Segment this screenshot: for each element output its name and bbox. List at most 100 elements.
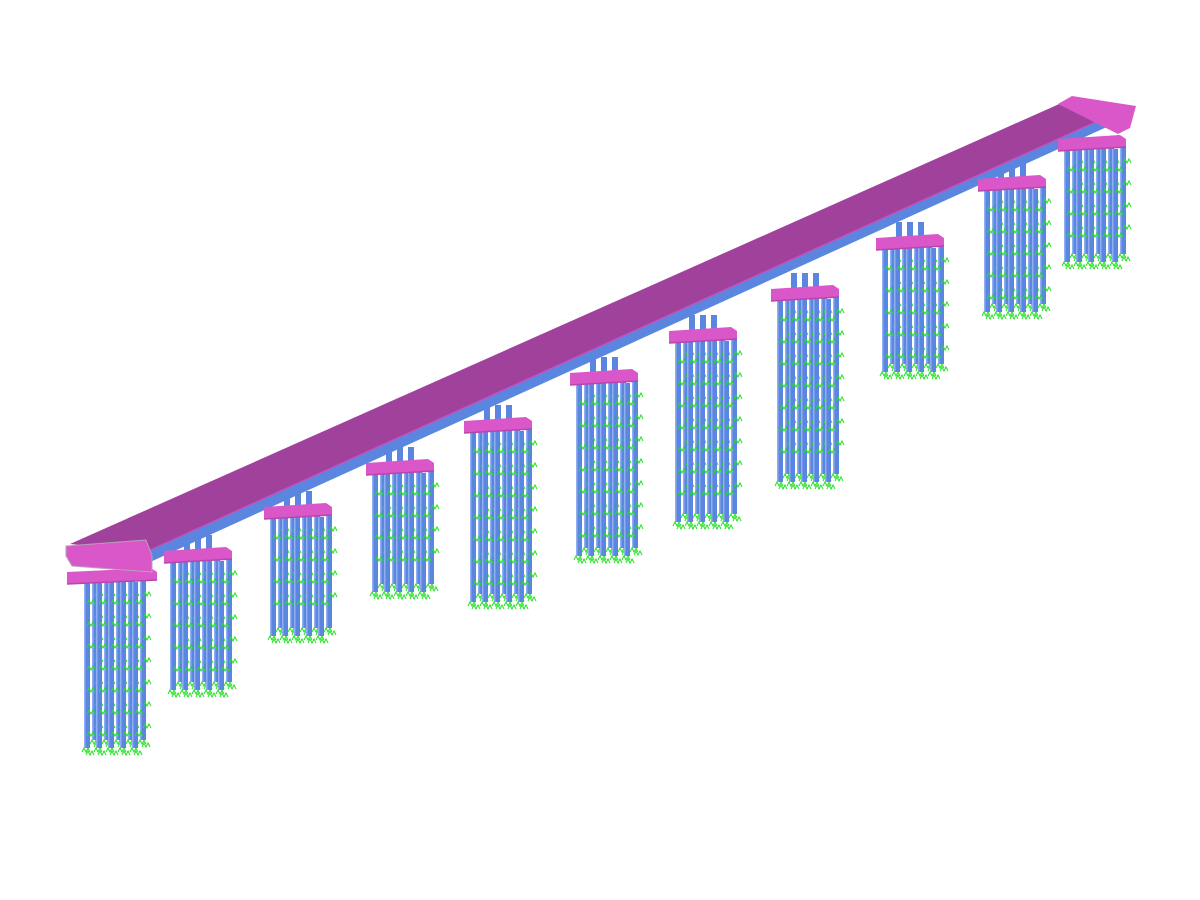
pile <box>290 509 296 628</box>
spring-support-icon <box>998 249 1008 257</box>
spring-support-icon <box>779 337 789 345</box>
spring-support-icon <box>496 513 506 521</box>
spring-support-icon <box>472 579 482 587</box>
spring-support-icon <box>803 425 813 433</box>
pile <box>797 291 803 474</box>
pile-highlight <box>1004 181 1006 304</box>
spring-support-icon <box>141 741 151 749</box>
spring-support-icon <box>520 469 530 477</box>
spring-support-icon <box>374 533 384 541</box>
spring-support-icon <box>601 557 611 565</box>
spring-support-icon <box>578 531 588 539</box>
spring-support-icon <box>733 437 743 445</box>
spring-support-icon <box>708 520 718 528</box>
spring-support-icon <box>826 483 836 491</box>
pile <box>1076 149 1082 262</box>
spring-support-icon <box>803 337 813 345</box>
pier-column <box>408 447 414 463</box>
spring-support-icon <box>520 447 530 455</box>
spring-support-icon <box>1073 260 1083 268</box>
bridge-deck[interactable] <box>70 101 1121 563</box>
pile <box>777 299 783 482</box>
pile <box>821 291 827 474</box>
pile-highlight <box>825 299 827 482</box>
spring-support-icon <box>520 557 530 565</box>
pile <box>140 574 146 740</box>
spring-support-icon <box>701 401 711 409</box>
spring-support-icon <box>1034 205 1044 213</box>
spring-support-icon <box>626 399 636 407</box>
spring-support-icon <box>1042 263 1052 271</box>
spring-support-icon <box>998 271 1008 279</box>
pile <box>882 248 888 372</box>
pile-highlight <box>938 240 940 364</box>
pile <box>490 423 496 594</box>
spring-support-icon <box>779 381 789 389</box>
pile-highlight <box>894 248 896 372</box>
spring-support-icon <box>830 472 840 480</box>
spring-support-icon <box>184 599 194 607</box>
spring-support-icon <box>802 483 812 491</box>
pier-column <box>506 405 512 421</box>
spring-support-icon <box>471 603 481 611</box>
pile-highlight <box>789 299 791 482</box>
pile-highlight <box>270 517 272 636</box>
spring-support-icon <box>629 546 639 554</box>
spring-support-icon <box>634 523 644 531</box>
girder <box>148 111 1120 563</box>
deck-edge <box>147 110 1121 552</box>
spring-support-icon <box>172 643 182 651</box>
spring-support-icon <box>701 357 711 365</box>
pile <box>396 473 402 592</box>
spring-support-icon <box>827 381 837 389</box>
spring-support-icon <box>927 370 937 378</box>
spring-support-icon <box>208 599 218 607</box>
spring-support-icon <box>430 525 440 533</box>
spring-support-icon <box>1066 187 1076 195</box>
spring-support-icon <box>786 480 796 488</box>
spring-support-icon <box>920 352 930 360</box>
pile-highlight <box>380 465 382 584</box>
spring-support-icon <box>1034 271 1044 279</box>
spring-support-icon <box>626 509 636 517</box>
spring-support-icon <box>122 730 132 738</box>
pile-highlight <box>1040 181 1042 304</box>
spring-support-icon <box>86 730 96 738</box>
pile-highlight <box>120 582 122 748</box>
pier-column <box>791 273 797 289</box>
spring-support-icon <box>398 533 408 541</box>
spring-support-icon <box>271 637 281 645</box>
spring-support-icon <box>172 665 182 673</box>
pile-highlight <box>890 240 892 364</box>
pile-highlight <box>326 509 328 628</box>
spring-support-icon <box>1078 187 1088 195</box>
spring-support-icon <box>508 491 518 499</box>
pier-cap <box>366 459 434 475</box>
spring-support-icon <box>1090 231 1100 239</box>
spring-support-icon <box>520 491 530 499</box>
spring-support-icon <box>467 600 477 608</box>
spring-support-icon <box>689 379 699 387</box>
spring-support-icon <box>791 425 801 433</box>
spring-support-icon <box>589 557 599 565</box>
spring-support-icon <box>677 489 687 497</box>
spring-support-icon <box>779 359 789 367</box>
spring-support-icon <box>191 688 201 696</box>
spring-support-icon <box>814 483 824 491</box>
spring-support-icon <box>733 481 743 489</box>
pile <box>302 509 308 628</box>
spring-support-icon <box>677 467 687 475</box>
pile-highlight <box>226 553 228 682</box>
pile-highlight <box>777 299 779 482</box>
pile <box>178 553 184 682</box>
pier-cap-edge <box>463 428 533 434</box>
pile <box>699 341 705 522</box>
spring-support-icon <box>134 642 144 650</box>
spring-support-icon <box>1102 165 1112 173</box>
spring-support-icon <box>110 598 120 606</box>
pile-highlight <box>600 383 602 556</box>
spring-support-icon <box>183 691 193 699</box>
spring-support-icon <box>932 352 942 360</box>
spring-support-icon <box>472 557 482 565</box>
